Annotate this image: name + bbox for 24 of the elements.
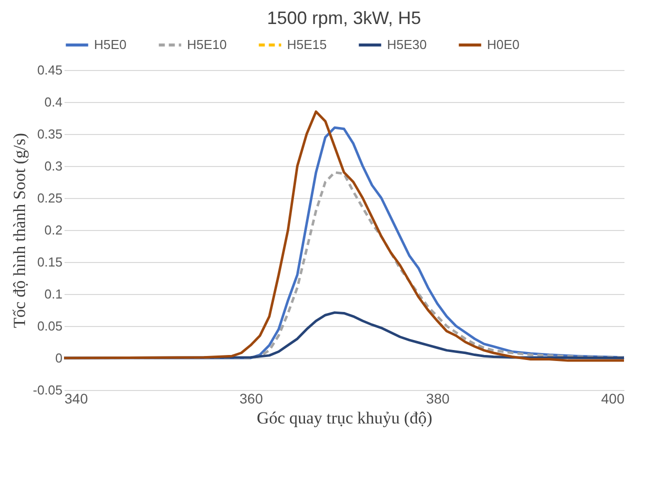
- y-tick-label: 0.1: [44, 286, 62, 302]
- y-tick-label: 0: [55, 350, 62, 366]
- y-tick-label: 0.2: [44, 222, 62, 238]
- x-tick-label: 400: [601, 390, 625, 406]
- y-tick-label: 0.3: [44, 158, 62, 174]
- y-tick-label: 0.25: [37, 190, 62, 206]
- line-series: [62, 171, 626, 360]
- legend-label: H5E15: [287, 37, 327, 52]
- chart-title: 1500 rpm, 3kW, H5: [266, 8, 422, 28]
- y-tick-label: 0.05: [37, 318, 62, 334]
- x-tick-label: 360: [239, 390, 264, 406]
- legend-label: H5E30: [387, 37, 427, 52]
- y-axis-title: Tốc độ hình thành Soot (g/s): [10, 132, 29, 328]
- x-tick-label: 380: [426, 390, 450, 406]
- y-tick-label: 0.15: [37, 254, 62, 270]
- y-tick-label: -0.05: [32, 382, 62, 398]
- legend-label: H5E0: [94, 37, 127, 52]
- y-tick-label: 0.35: [37, 126, 62, 142]
- legend-label: H5E10: [187, 37, 227, 52]
- legend-label: H0E0: [487, 37, 520, 52]
- x-axis-title: Góc quay trục khuỷu (độ): [256, 408, 432, 428]
- x-tick-label: 340: [64, 390, 88, 406]
- y-tick-label: 0.45: [37, 62, 62, 78]
- y-tick-label: 0.4: [44, 94, 62, 110]
